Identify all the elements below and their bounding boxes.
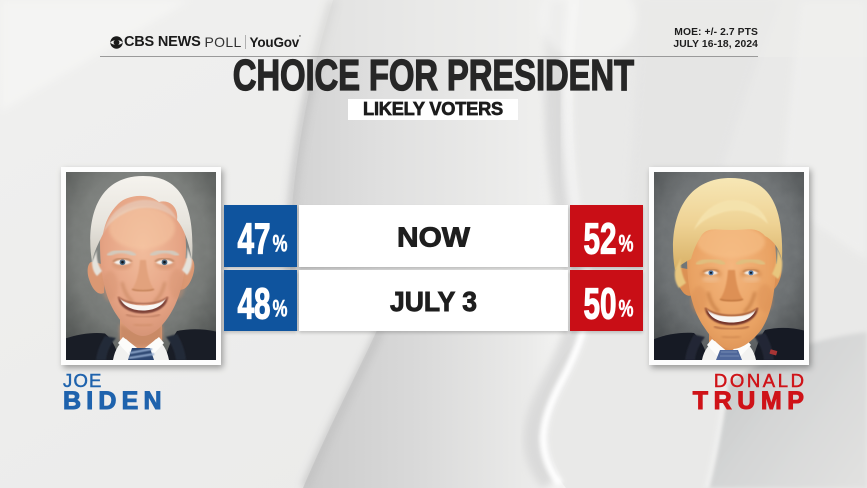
- svg-text:%: %: [273, 296, 288, 323]
- svg-text:%: %: [273, 230, 288, 257]
- svg-text:%: %: [619, 296, 634, 323]
- svg-text:50: 50: [584, 281, 617, 329]
- svg-text:52: 52: [584, 215, 617, 263]
- svg-text:JULY 3: JULY 3: [390, 286, 477, 317]
- svg-text:%: %: [619, 230, 634, 257]
- svg-text:47: 47: [238, 215, 271, 263]
- svg-text:48: 48: [238, 281, 271, 329]
- svg-text:NOW: NOW: [397, 221, 471, 252]
